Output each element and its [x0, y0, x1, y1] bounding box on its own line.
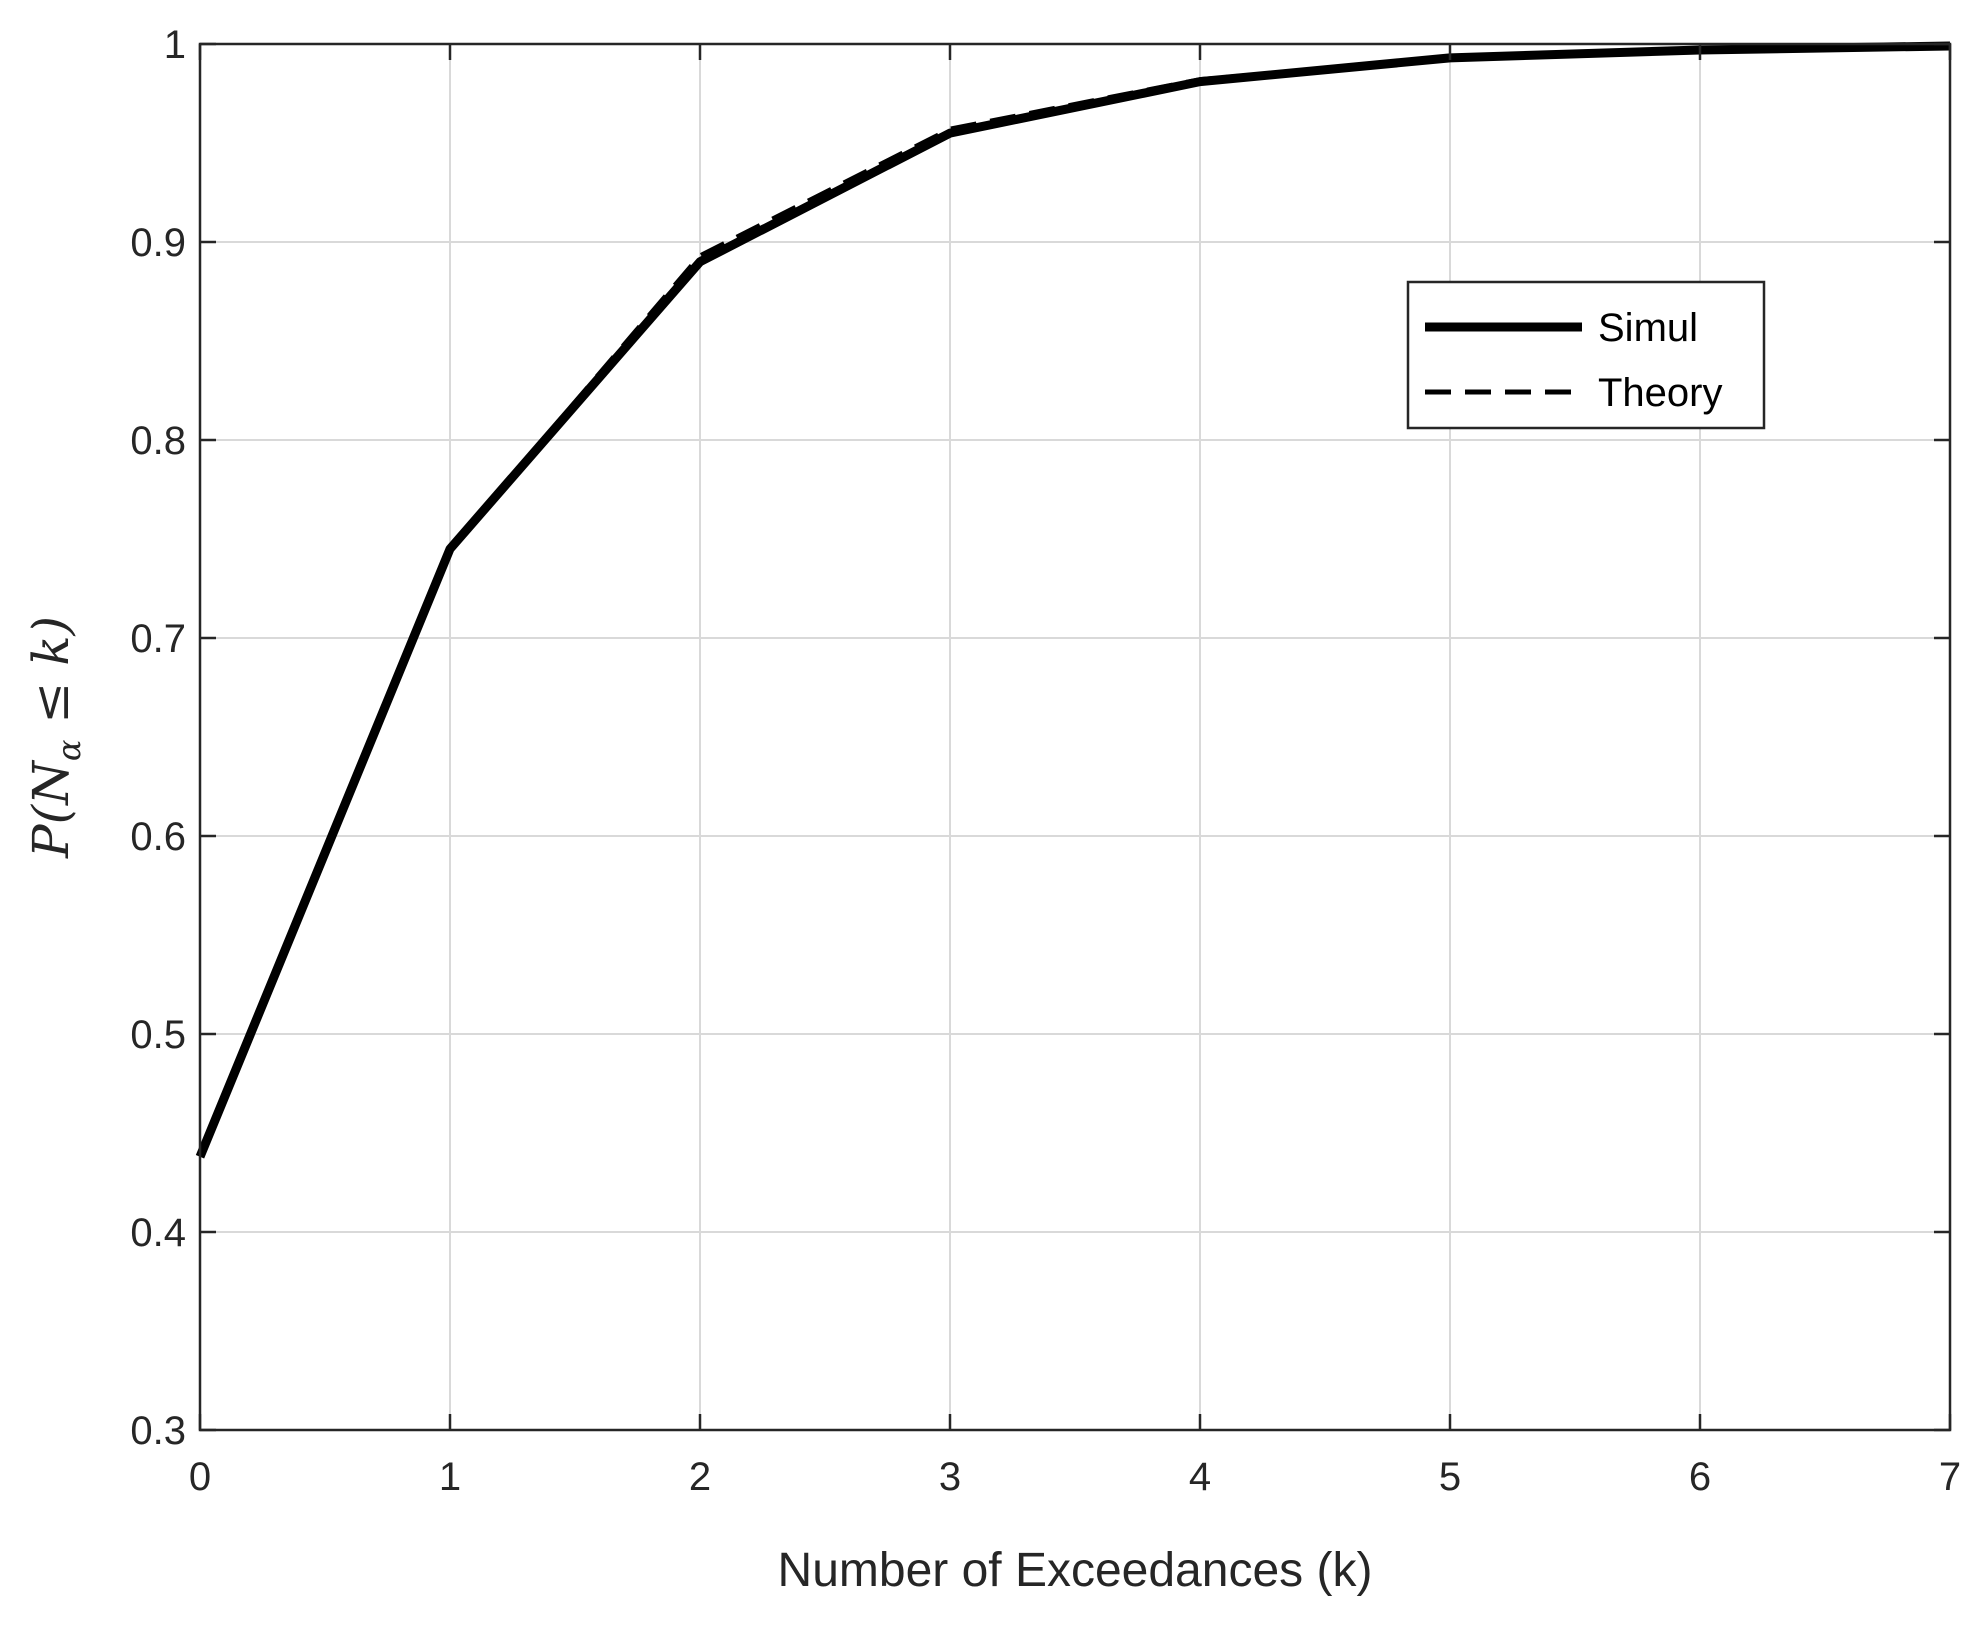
series-line-simul [195, 41, 1951, 1159]
svg-text:P(Nα ≤ k): P(Nα ≤ k) [22, 616, 88, 859]
y-tick-label: 0.4 [130, 1211, 186, 1255]
x-tick-label: 5 [1439, 1455, 1461, 1499]
y-tick-label: 0.6 [130, 815, 186, 859]
x-tick-label: 7 [1939, 1455, 1961, 1499]
axis-ticks: 0 1 2 3 4 5 6 7 0.3 0.4 0.5 0.6 0.7 0.8 0.9 1 [130, 23, 1961, 1499]
y-tick-label: 0.3 [130, 1409, 186, 1453]
legend-box [1406, 280, 1766, 430]
y-tick-label: 0.5 [130, 1013, 186, 1057]
grid-lines [199, 43, 1951, 1431]
legend-simul-label: Simul [1598, 306, 1698, 350]
x-tick-label: 2 [689, 1455, 711, 1499]
legend-theory-label: Theory [1598, 371, 1723, 415]
legend: Simul Theory [1406, 280, 1766, 430]
x-tick-label: 6 [1689, 1455, 1711, 1499]
x-tick-label: 4 [1189, 1455, 1211, 1499]
y-tick-label: 0.8 [130, 419, 186, 463]
y-axis-title: P(Nα ≤ k) [22, 616, 88, 859]
x-axis-title: Number of Exceedances (k) [778, 1544, 1373, 1597]
plot-frame [198, 42, 1952, 1432]
series-lines [195, 41, 1951, 1159]
x-tick-label: 3 [939, 1455, 961, 1499]
y-tick-label: 0.7 [130, 617, 186, 661]
y-tick-label: 1 [164, 23, 186, 67]
plot-background [200, 44, 1950, 1430]
x-tick-label: 1 [439, 1455, 461, 1499]
series-line-theory [197, 43, 1951, 1154]
x-tick-label: 0 [189, 1455, 211, 1499]
y-tick-label: 0.9 [130, 221, 186, 265]
